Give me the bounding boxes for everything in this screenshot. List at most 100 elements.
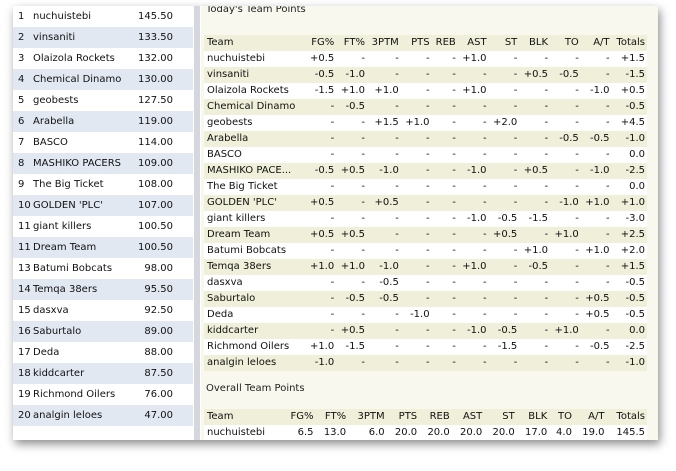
stat-cell: +0.5 bbox=[309, 53, 335, 64]
standings-team-name: Saburtalo bbox=[33, 326, 82, 337]
standings-row[interactable]: 18 kiddcarter 87.50 bbox=[13, 363, 193, 384]
stat-cell: - bbox=[544, 309, 549, 320]
stat-cell: - bbox=[575, 293, 579, 304]
stat-cell: - bbox=[425, 229, 430, 240]
column-header[interactable]: A/T bbox=[588, 411, 605, 422]
column-header[interactable]: TO bbox=[564, 37, 579, 48]
standings-points: 109.00 bbox=[138, 158, 173, 169]
standings-team-name: Chemical Dinamo bbox=[33, 74, 122, 85]
standings-row[interactable]: 16 Saburtalo 89.00 bbox=[13, 321, 193, 342]
stat-cell: 19.0 bbox=[582, 427, 605, 438]
stat-cell: - bbox=[575, 101, 579, 112]
stat-cell: - bbox=[330, 293, 335, 304]
column-header[interactable]: A/T bbox=[593, 37, 610, 48]
standings-row[interactable]: 19 Richmond Oilers 76.00 bbox=[13, 384, 193, 405]
stat-cell: - bbox=[605, 261, 610, 272]
stat-cell: +1.0 bbox=[523, 245, 549, 256]
standings-row[interactable]: 10 GOLDEN 'PLC' 107.00 bbox=[13, 195, 193, 216]
column-header[interactable]: FT% bbox=[324, 411, 347, 422]
scoreboard-window: 1 nuchuistebi 145.50 2 vinsaniti 133.50 3 Olaiz… bbox=[13, 6, 658, 440]
standings-points: 92.50 bbox=[144, 305, 173, 316]
stat-cell: -0.5 bbox=[379, 277, 399, 288]
column-header[interactable]: PTS bbox=[411, 37, 430, 48]
standings-row[interactable]: 14 Temqa 38ers 95.50 bbox=[13, 279, 193, 300]
column-header[interactable]: FT% bbox=[343, 37, 365, 48]
standings-points: 107.00 bbox=[138, 200, 173, 211]
standings-row[interactable]: 11 giant killers 100.50 bbox=[13, 216, 193, 237]
standings-rank: 18 bbox=[18, 368, 31, 379]
standings-points: 132.00 bbox=[138, 53, 173, 64]
column-header[interactable]: ST bbox=[502, 411, 515, 422]
stat-cell: - bbox=[482, 309, 487, 320]
column-header[interactable]: ST bbox=[504, 37, 518, 48]
column-header[interactable]: AST bbox=[462, 411, 483, 422]
team-name-cell: analgin leloes bbox=[207, 357, 277, 368]
standings-row[interactable]: 6 Arabella 119.00 bbox=[13, 111, 193, 132]
stat-cell: +1.0 bbox=[405, 117, 430, 128]
column-header[interactable]: BLK bbox=[528, 411, 548, 422]
standings-rank: 11 bbox=[18, 242, 31, 253]
stat-cell: 0.0 bbox=[629, 325, 645, 336]
stat-cell: - bbox=[513, 133, 518, 144]
standings-row[interactable]: 15 dasxva 92.50 bbox=[13, 300, 193, 321]
column-header[interactable]: REB bbox=[435, 37, 456, 48]
column-header[interactable]: 3PTM bbox=[371, 37, 399, 48]
standings-rank: 8 bbox=[18, 158, 25, 169]
standings-points: 100.50 bbox=[138, 221, 173, 232]
standings-team-name: The Big Ticket bbox=[33, 179, 104, 190]
standings-row[interactable]: 11 Dream Team 100.50 bbox=[13, 237, 193, 258]
panel-divider[interactable] bbox=[194, 6, 200, 440]
stat-cell: +1.0 bbox=[554, 325, 579, 336]
column-header[interactable]: FG% bbox=[290, 411, 314, 422]
stat-cell: - bbox=[452, 341, 456, 352]
stat-cell: -1.5 bbox=[528, 213, 549, 224]
standings-row[interactable]: 1 nuchuistebi 145.50 bbox=[13, 6, 193, 27]
stat-cell: - bbox=[395, 213, 399, 224]
team-name-cell: The Big Ticket bbox=[207, 181, 278, 192]
standings-points: 100.50 bbox=[138, 242, 173, 253]
stat-cell: +0.5 bbox=[620, 85, 645, 96]
column-header[interactable]: REB bbox=[429, 411, 450, 422]
stat-cell: -0.5 bbox=[590, 133, 610, 144]
standings-team-name: analgin leloes bbox=[33, 410, 103, 421]
standings-row[interactable]: 20 analgin leloes 47.00 bbox=[13, 405, 193, 426]
column-header[interactable]: Team bbox=[207, 37, 234, 48]
stat-cell: 145.5 bbox=[616, 427, 645, 438]
standings-team-name: nuchuistebi bbox=[33, 11, 92, 22]
standings-row[interactable]: 4 Chemical Dinamo 130.00 bbox=[13, 69, 193, 90]
stat-cell: - bbox=[425, 357, 430, 368]
standings-row[interactable]: 9 The Big Ticket 108.00 bbox=[13, 174, 193, 195]
stat-cell: -0.5 bbox=[345, 101, 365, 112]
column-header[interactable]: PTS bbox=[398, 411, 418, 422]
stat-cell: - bbox=[425, 277, 430, 288]
column-header[interactable]: TO bbox=[557, 411, 572, 422]
column-header[interactable]: FG% bbox=[311, 37, 335, 48]
stat-cell: - bbox=[544, 181, 549, 192]
column-header[interactable]: Totals bbox=[616, 37, 645, 48]
column-header[interactable]: BLK bbox=[529, 37, 549, 48]
column-header[interactable]: Totals bbox=[616, 411, 645, 422]
stat-cell: - bbox=[425, 53, 430, 64]
standings-row[interactable]: 17 Deda 88.00 bbox=[13, 342, 193, 363]
stat-cell: - bbox=[452, 261, 456, 272]
team-name-cell: GOLDEN 'PLC' bbox=[207, 197, 277, 208]
standings-row[interactable]: 8 MASHIKO PACERS 109.00 bbox=[13, 153, 193, 174]
stat-cell: - bbox=[361, 213, 365, 224]
standings-row[interactable]: 7 BASCO 114.00 bbox=[13, 132, 193, 153]
stat-cell: - bbox=[452, 85, 456, 96]
standings-row[interactable]: 5 geobests 127.50 bbox=[13, 90, 193, 111]
table-row: BASCO - - - - - - - - - - 0.0 bbox=[204, 147, 647, 163]
standings-row[interactable]: 2 vinsaniti 133.50 bbox=[13, 27, 193, 48]
stat-cell: +0.5 bbox=[340, 229, 365, 240]
column-header[interactable]: 3PTM bbox=[357, 411, 385, 422]
stat-cell: - bbox=[544, 293, 549, 304]
column-header[interactable]: Team bbox=[207, 411, 234, 422]
standings-row[interactable]: 13 Batumi Bobcats 98.00 bbox=[13, 258, 193, 279]
standings-row[interactable]: 3 Olaizola Rockets 132.00 bbox=[13, 48, 193, 69]
stat-cell: - bbox=[361, 309, 365, 320]
standings-team-name: vinsaniti bbox=[33, 32, 76, 43]
column-header[interactable]: AST bbox=[467, 37, 487, 48]
stat-cell: 0.0 bbox=[629, 149, 645, 160]
stat-cell: +0.5 bbox=[523, 165, 549, 176]
stat-cell: - bbox=[482, 293, 487, 304]
